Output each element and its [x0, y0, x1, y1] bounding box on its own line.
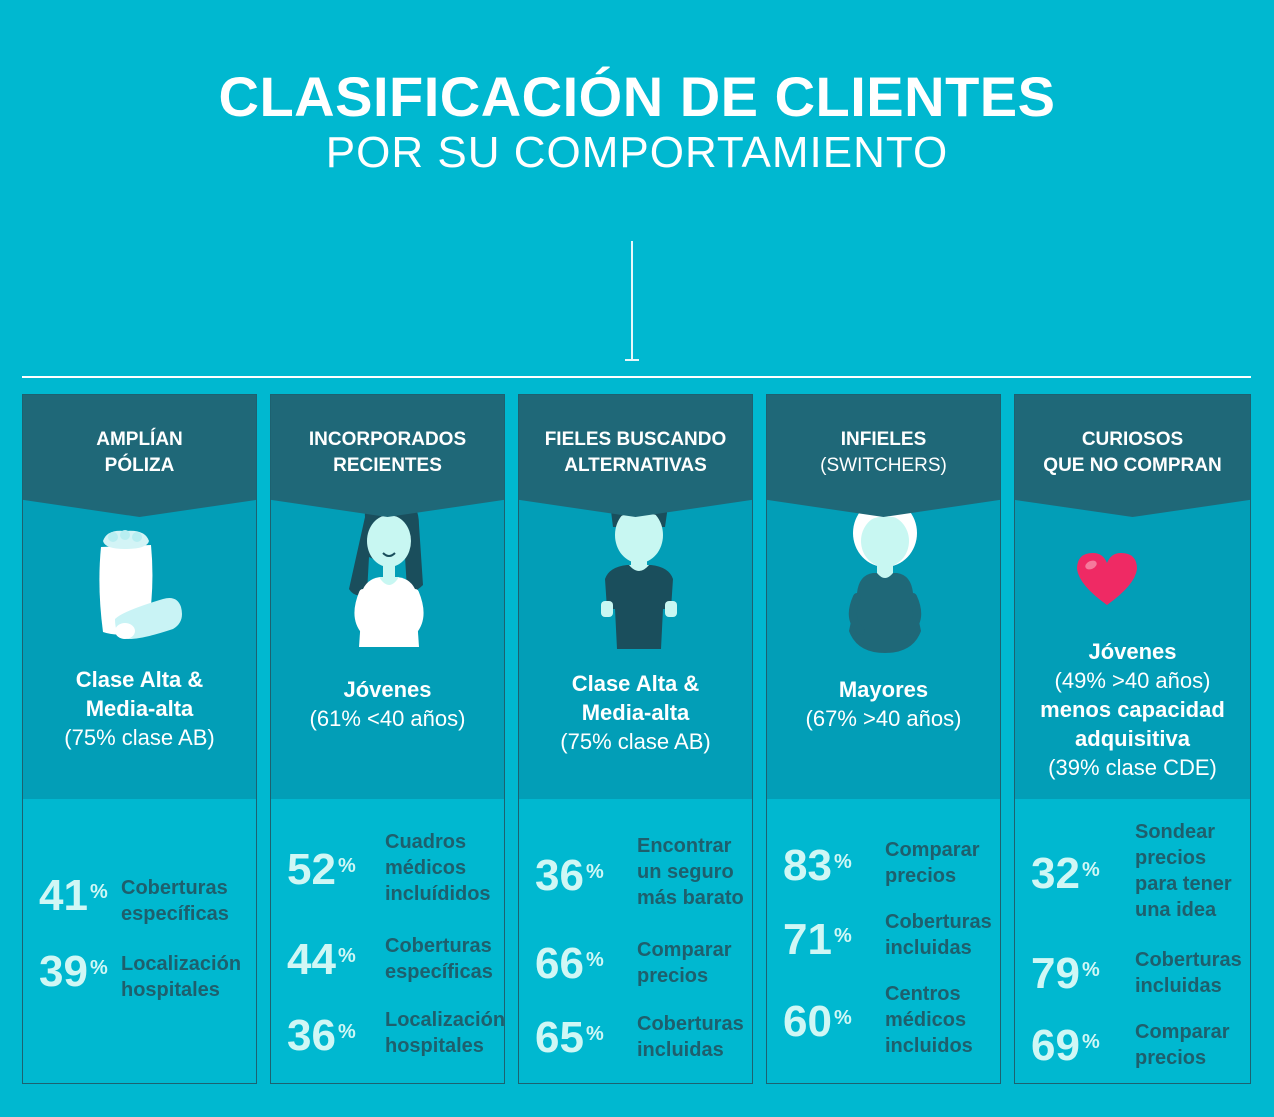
profile-line1: Mayores [838, 677, 929, 702]
stat-value: 65% [535, 1013, 604, 1062]
scroll-icon [99, 530, 182, 639]
page-title: CLASIFICACIÓN DE CLIENTES [218, 65, 1056, 128]
column-amplian-poliza: AMPLÍAN PÓLIZA Clase Alta & Media-alta (… [22, 394, 257, 1084]
column-title-line2: (SWITCHERS) [820, 455, 947, 476]
stat-value: 36% [287, 1011, 356, 1060]
column-title-line1: FIELES BUSCANDO [544, 429, 727, 450]
stat-value: 69% [1031, 1021, 1100, 1070]
column-header: INCORPORADOS RECIENTES [271, 395, 504, 517]
stat-value: 79% [1031, 949, 1100, 998]
profile-line5: (39% clase CDE) [1048, 755, 1217, 780]
stat-label: Centros médicos incluidos [885, 983, 973, 1057]
column-profile: Jóvenes (49% >40 años) menos capacidad a… [1015, 497, 1250, 799]
stat-value: 83% [783, 841, 852, 890]
stat-value: 52% [287, 845, 356, 894]
stat-label: Sondear precios para tener una idea [1135, 821, 1232, 921]
stat-label: Coberturas incluidas [1135, 949, 1242, 997]
connector-tick [625, 359, 639, 361]
profile-line3: menos capacidad [1040, 697, 1225, 722]
stat-label: Comparar precios [637, 939, 732, 987]
column-header: CURIOSOS QUE NO COMPRAN [1015, 395, 1250, 517]
column-infieles: INFIELES (SWITCHERS) Mayores (67% >40 añ… [766, 394, 1001, 1084]
stat-label: Coberturas incluidas [637, 1013, 744, 1061]
column-stats: 32% Sondear precios para tener una idea 79%… [1015, 799, 1250, 1083]
stat-label: Localización hospitales [385, 1009, 506, 1057]
connector-horizontal-line [22, 376, 1251, 378]
column-title-line2: PÓLIZA [104, 455, 175, 476]
column-stats: 36% Encontrar un seguro más barato 66% Com… [519, 799, 752, 1083]
column-stats: 83% Comparar precios 71% Coberturas inclui… [767, 799, 1000, 1083]
column-header: AMPLÍAN PÓLIZA [23, 395, 256, 517]
stat-value: 39% [39, 947, 108, 996]
profile-line1: Jóvenes [1088, 639, 1177, 664]
heart-icon [1077, 553, 1137, 605]
stat-label: Cuadros médicos incluídidos [385, 831, 491, 905]
profile-line3: (75% clase AB) [560, 729, 711, 754]
stat-value: 71% [783, 915, 852, 964]
stat-label: Comparar precios [1135, 1021, 1230, 1069]
profile-line2: (67% >40 años) [805, 706, 962, 731]
column-curiosos-que-no-compran: CURIOSOS QUE NO COMPRAN Jóvenes (49% >40… [1014, 394, 1251, 1084]
column-stats: 52% Cuadros médicos incluídidos 44% Cobert… [271, 799, 505, 1083]
connector-vertical-line [631, 241, 633, 361]
stat-value: 60% [783, 997, 852, 1046]
column-title-line2: ALTERNATIVAS [564, 455, 707, 476]
column-title-line1: CURIOSOS [1081, 429, 1184, 450]
young-woman-icon [349, 497, 424, 647]
stat-label: Encontrar un seguro más barato [637, 835, 744, 909]
column-title-line2: QUE NO COMPRAN [1043, 455, 1222, 476]
column-stats: 41% Coberturas específicas 39% Localizaci… [23, 799, 256, 1083]
profile-line2: (49% >40 años) [1054, 668, 1211, 693]
profile-line2: Media-alta [85, 696, 194, 721]
column-profile: Clase Alta & Media-alta (75% clase AB) [23, 497, 256, 799]
stat-label: Coberturas específicas [121, 877, 229, 925]
column-profile: Clase Alta & Media-alta (75% clase AB) [519, 491, 752, 799]
profile-line1: Clase Alta & [75, 667, 204, 692]
old-woman-icon [848, 483, 922, 653]
stat-value: 32% [1031, 849, 1100, 898]
profile-line4: adquisitiva [1075, 726, 1190, 751]
column-title-line2: RECIENTES [333, 455, 442, 476]
stat-label: Coberturas específicas [385, 935, 493, 983]
profile-line2: (61% <40 años) [309, 706, 466, 731]
stat-label: Localización hospitales [121, 953, 242, 1001]
column-profile: Jóvenes (61% <40 años) [271, 497, 504, 799]
profile-line3: (75% clase AB) [64, 725, 215, 750]
page-subtitle: POR SU COMPORTAMIENTO [325, 128, 949, 177]
column-profile: Mayores (67% >40 años) [767, 483, 1000, 799]
stat-value: 41% [39, 871, 108, 920]
column-title-line1: INCORPORADOS [308, 429, 467, 450]
column-header: INFIELES (SWITCHERS) [767, 395, 1000, 517]
stat-value: 36% [535, 851, 604, 900]
column-title-line1: INFIELES [840, 429, 927, 450]
column-incorporados-recientes: INCORPORADOS RECIENTES Jóvenes (61% <40 … [270, 394, 505, 1084]
stat-value: 44% [287, 935, 356, 984]
stat-value: 66% [535, 939, 604, 988]
column-title-line1: AMPLÍAN [96, 429, 183, 450]
stat-label: Coberturas incluidas [885, 911, 992, 959]
profile-line1: Clase Alta & [571, 671, 700, 696]
profile-line1: Jóvenes [343, 677, 432, 702]
column-header: FIELES BUSCANDO ALTERNATIVAS [519, 395, 752, 517]
stat-label: Comparar precios [885, 839, 980, 887]
column-fieles-buscando-alternativas: FIELES BUSCANDO ALTERNATIVAS Clase Alta … [518, 394, 753, 1084]
profile-line2: Media-alta [581, 700, 690, 725]
